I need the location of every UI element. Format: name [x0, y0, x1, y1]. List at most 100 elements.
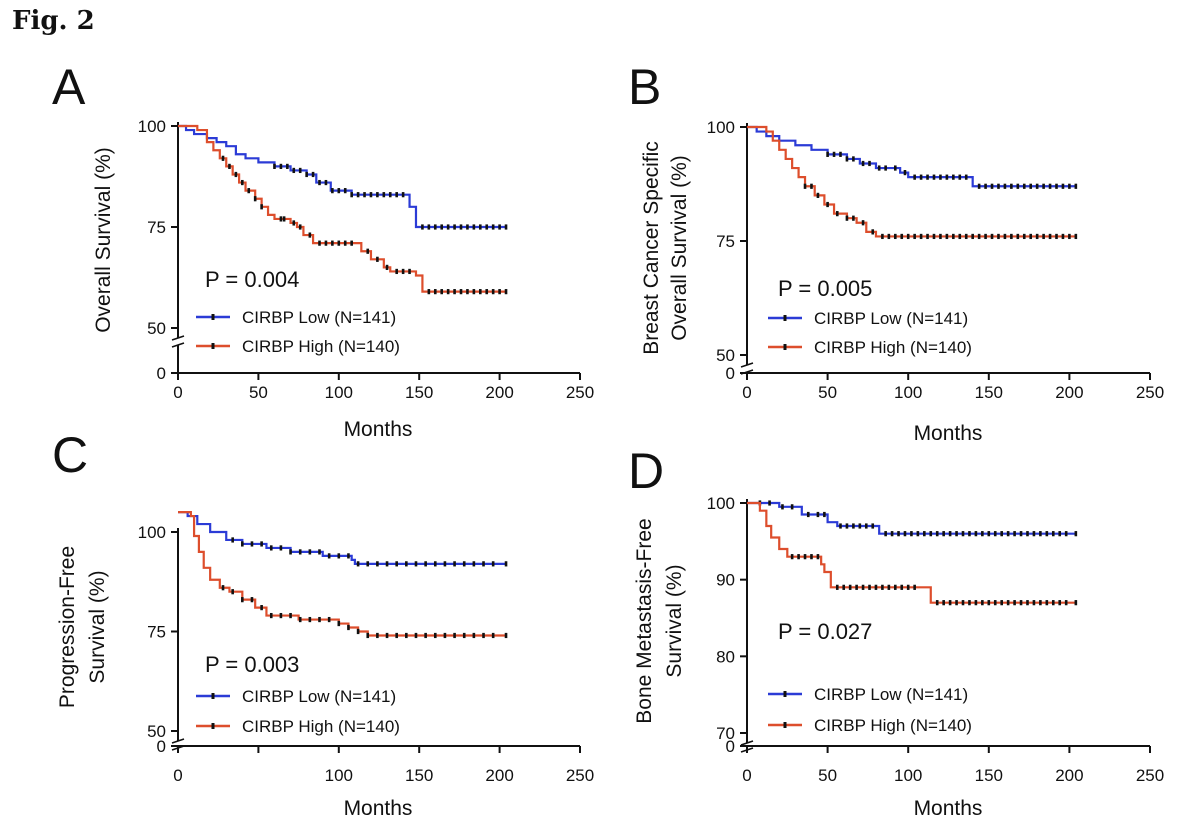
censor-mark	[241, 597, 244, 603]
censor-mark	[1045, 531, 1049, 537]
censor-mark	[443, 632, 447, 639]
censor-mark	[932, 233, 936, 240]
censor-mark	[835, 584, 839, 590]
x-axis-title: Months	[344, 418, 413, 441]
censor-mark	[997, 183, 1000, 189]
censor-mark	[292, 220, 296, 226]
censor-mark	[491, 632, 495, 639]
censor-mark	[221, 155, 225, 161]
censor-mark	[810, 554, 813, 560]
censor-mark	[395, 192, 398, 198]
censor-mark	[453, 561, 456, 567]
y-tick-label: 0	[726, 737, 735, 756]
censor-mark	[504, 224, 508, 230]
survival-curve-high	[747, 501, 1076, 604]
censor-mark	[845, 215, 849, 221]
y-tick-label: 70	[716, 724, 735, 743]
censor-mark	[363, 192, 366, 198]
censor-mark	[894, 165, 897, 171]
censor-mark	[366, 632, 370, 639]
censor-mark	[971, 233, 974, 240]
censor-mark	[459, 224, 463, 230]
censor-mark	[810, 183, 813, 189]
censor-mark	[350, 240, 353, 246]
censor-mark	[424, 561, 427, 567]
censor-mark	[887, 233, 891, 240]
censor-mark	[504, 561, 508, 567]
censor-mark	[913, 174, 916, 180]
censor-mark	[874, 584, 878, 590]
censor-mark	[832, 151, 836, 157]
censor-mark	[376, 256, 379, 262]
censor-mark	[955, 531, 958, 537]
censor-mark	[926, 174, 929, 180]
censor-mark	[864, 523, 868, 529]
censor-mark	[1022, 183, 1026, 189]
censor-mark	[462, 561, 466, 567]
censor-mark	[1006, 600, 1010, 606]
censor-mark	[1055, 233, 1058, 240]
censor-mark	[948, 600, 952, 606]
censor-mark	[881, 233, 884, 240]
censor-mark	[900, 233, 904, 240]
censor-mark	[974, 600, 978, 606]
censor-mark	[385, 264, 389, 270]
censor-mark	[1032, 600, 1036, 606]
censor-mark	[337, 188, 341, 194]
censor-mark	[424, 632, 427, 639]
censor-mark	[459, 289, 463, 295]
censor-mark	[981, 600, 984, 606]
x-tick-label: 50	[818, 766, 837, 785]
censor-mark	[324, 179, 328, 186]
censor-mark	[961, 531, 965, 537]
censor-mark	[1019, 531, 1023, 537]
censor-mark	[1068, 233, 1071, 240]
censor-mark	[816, 554, 820, 560]
censor-mark	[884, 531, 887, 537]
censor-mark	[987, 531, 991, 537]
censor-mark	[942, 531, 945, 537]
censor-mark	[855, 584, 858, 590]
censor-mark	[221, 585, 225, 591]
censor-mark	[440, 224, 444, 230]
censor-mark	[923, 531, 926, 537]
censor-mark	[910, 531, 913, 537]
censor-mark	[356, 628, 360, 635]
censor-mark	[1051, 600, 1055, 606]
censor-mark	[308, 616, 312, 623]
x-tick-label: 0	[742, 383, 751, 402]
legend-label-high: CIRBP High (N=140)	[242, 337, 400, 356]
censor-mark	[1042, 183, 1045, 189]
censor-mark	[974, 531, 978, 537]
censor-mark	[289, 549, 292, 555]
censor-mark	[446, 224, 450, 230]
censor-mark	[1068, 183, 1071, 189]
censor-mark	[945, 233, 949, 240]
censor-mark	[286, 163, 289, 169]
censor-mark	[968, 531, 971, 537]
censor-mark	[260, 541, 263, 547]
legend-censor-mark	[211, 343, 215, 349]
censor-mark	[337, 620, 341, 627]
censor-mark	[305, 171, 308, 178]
censor-mark	[919, 174, 923, 180]
censor-mark	[427, 224, 431, 230]
censor-mark	[1019, 600, 1023, 606]
censor-mark	[376, 561, 379, 567]
x-tick-label: 100	[894, 766, 922, 785]
x-tick-label: 0	[742, 766, 751, 785]
censor-mark	[485, 224, 489, 230]
censor-mark	[884, 165, 887, 171]
censor-mark	[952, 174, 955, 180]
x-axis-title: Months	[914, 422, 983, 445]
censor-mark	[401, 192, 405, 198]
censor-mark	[858, 523, 862, 529]
censor-mark	[453, 224, 456, 230]
censor-mark	[279, 163, 283, 169]
censor-mark	[1042, 233, 1045, 240]
censor-mark	[916, 531, 920, 537]
censor-mark	[890, 531, 894, 537]
censor-mark	[433, 289, 437, 295]
censor-mark	[350, 192, 353, 198]
